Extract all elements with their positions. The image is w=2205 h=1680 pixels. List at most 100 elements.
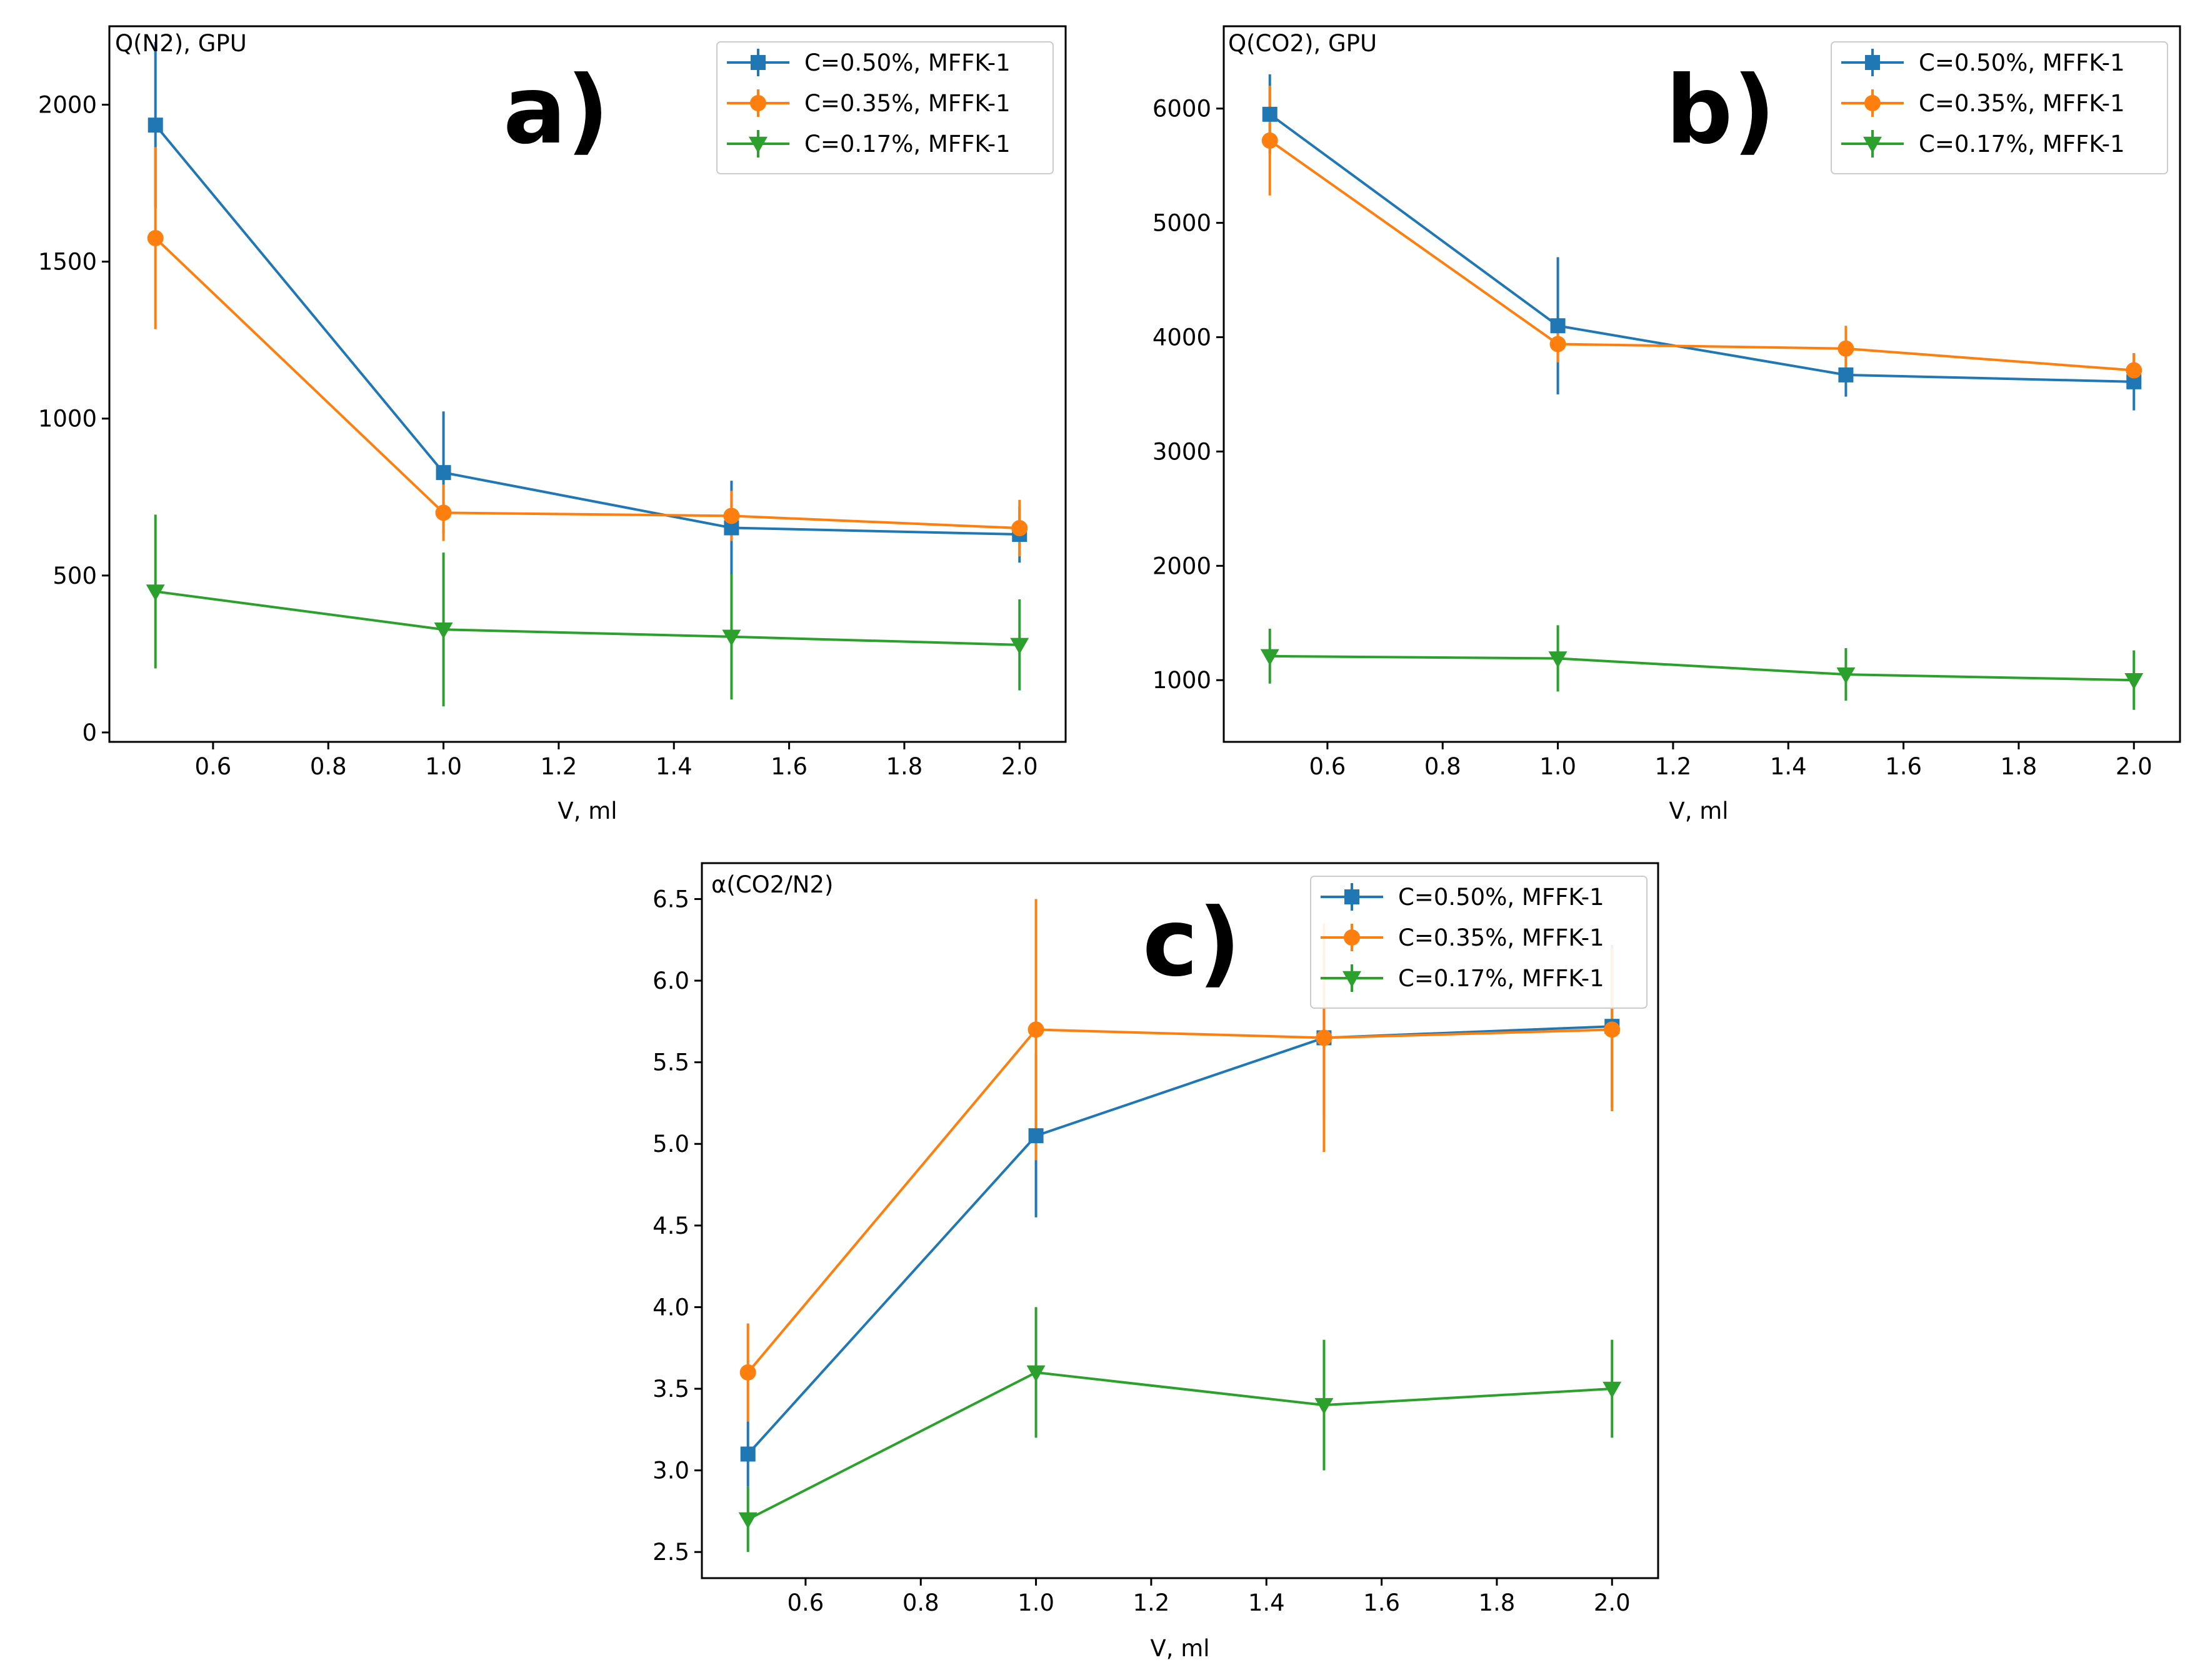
panel-b-series-3-point-1 xyxy=(1548,651,1568,668)
panel-b-series-2-point-0 xyxy=(1261,132,1278,149)
panel-b-series-3-point-2 xyxy=(1836,667,1856,684)
panel-a-xlabel: V, ml xyxy=(558,798,617,824)
panel-b: 0.6 0.8 1.0 1.2 1.4 1.6 1.8 2.0 1000 2000 3000 400… xyxy=(1152,25,2181,824)
panel-b-xtick-label-4: 1.4 xyxy=(1770,753,1807,780)
panel-a-xtick-label-7: 2.0 xyxy=(1001,753,1038,780)
panel-b-series-3-line xyxy=(1269,654,2134,682)
panel-c-xtick-label-4: 1.4 xyxy=(1248,1589,1285,1616)
panel-b-legend-marker-3 xyxy=(1863,136,1882,153)
panel-a-ylabel: Q(N2), GPU xyxy=(115,30,247,57)
panel-b-series-2-point-3 xyxy=(2126,362,2142,379)
panel-c-series-3-point-1 xyxy=(1026,1365,1046,1382)
panel-c-series-1-line xyxy=(747,1025,1612,1455)
panel-c-series-1-point-0 xyxy=(740,1446,756,1462)
panel-a: 0.6 0.8 1.0 1.2 1.4 1.6 1.8 2.0 0 500 1000 1500 200… xyxy=(38,25,1067,824)
panel-a-legend-entries xyxy=(727,49,789,158)
panel-c-series-3-point-2 xyxy=(1314,1398,1334,1415)
panel-a-ytick-label-0: 0 xyxy=(82,719,97,746)
panel-c-xtick-label-1: 0.8 xyxy=(902,1589,939,1616)
panel-c-ytick-label-4: 4.5 xyxy=(652,1212,689,1239)
panel-b-frame xyxy=(1222,25,2181,743)
panel-a-series-3-point-2 xyxy=(722,629,741,646)
panel-a-series-2-point-1 xyxy=(435,504,452,521)
panel-c-ytick-label-8: 6.5 xyxy=(652,886,689,912)
panel-b-xlabel: V, ml xyxy=(1669,798,1728,824)
panel-b-legend-marker-1 xyxy=(1865,55,1880,70)
panel-b-series-3-point-3 xyxy=(2124,672,2144,690)
panel-c-ytick-label-3: 4.0 xyxy=(652,1294,689,1321)
panel-b-ytick-label-0: 1000 xyxy=(1152,667,1211,694)
panel-b-xtick-label-2: 1.0 xyxy=(1539,753,1576,780)
panel-a-legend-label-3: C=0.17%, MFFK-1 xyxy=(804,131,1011,158)
panel-c-ytick-label-5: 5.0 xyxy=(652,1131,689,1158)
panel-c-series-2-point-1 xyxy=(1028,1021,1044,1038)
panel-a-legend-box xyxy=(716,41,1054,174)
panel-b-legend-label-1: C=0.50%, MFFK-1 xyxy=(1919,49,2125,76)
panel-c-legend-label-2: C=0.35%, MFFK-1 xyxy=(1398,924,1604,951)
panel-b-ytick-label-4: 5000 xyxy=(1152,210,1211,237)
panel-a-series-2-line xyxy=(154,237,1020,530)
panel-b-ylabel: Q(CO2), GPU xyxy=(1228,30,1377,57)
panel-a-x-ticks: 0.6 0.8 1.0 1.2 1.4 1.6 1.8 2.0 xyxy=(194,742,1038,780)
panel-c-xtick-label-2: 1.0 xyxy=(1018,1589,1054,1616)
panel-a-xtick-label-2: 1.0 xyxy=(425,753,462,780)
panel-c-ytick-label-0: 2.5 xyxy=(652,1539,689,1566)
panel-b-xtick-label-3: 1.2 xyxy=(1654,753,1691,780)
panel-c-marks xyxy=(738,899,1622,1552)
panel-c-xtick-label-0: 0.6 xyxy=(787,1589,824,1616)
panel-a-series-3-line xyxy=(155,590,1020,646)
panel-a-ytick-label-4: 2000 xyxy=(38,92,97,119)
panel-c-legend: C=0.50%, MFFK-1 C=0.35%, MFFK-1 C=0.17%,… xyxy=(1310,876,1648,1009)
panel-a-ytick-label-2: 1000 xyxy=(38,406,97,432)
panel-b-x-ticks: 0.6 0.8 1.0 1.2 1.4 1.6 1.8 2.0 xyxy=(1309,742,2152,780)
panel-c-series-3-point-3 xyxy=(1602,1381,1622,1399)
panel-b-series-2-line xyxy=(1269,139,2134,372)
panel-b-ytick-label-2: 3000 xyxy=(1152,438,1211,465)
panel-a-xtick-label-5: 1.6 xyxy=(771,753,808,780)
panel-c-xtick-label-3: 1.2 xyxy=(1132,1589,1169,1616)
panel-b-legend-box xyxy=(1831,41,2168,174)
panel-c-series-2-point-3 xyxy=(1604,1021,1621,1038)
panel-b-series-2-point-2 xyxy=(1838,340,1854,357)
panel-c-legend-box xyxy=(1310,876,1648,1009)
panel-a-y-ticks: 0 500 1000 1500 2000 xyxy=(38,92,109,746)
panel-a-series-1-point-1 xyxy=(436,465,451,481)
panel-b-marks xyxy=(1260,74,2144,710)
panel-c-xtick-label-6: 1.8 xyxy=(1479,1589,1516,1616)
panel-b-xtick-label-0: 0.6 xyxy=(1309,753,1346,780)
panel-c-xtick-label-5: 1.6 xyxy=(1363,1589,1400,1616)
panel-c-series-3-point-0 xyxy=(738,1512,758,1529)
panel-b-series-1-line xyxy=(1269,113,2134,383)
panel-c: 0.6 0.8 1.0 1.2 1.4 1.6 1.8 2.0 2.5 3.0 3.5 4.0 4.5… xyxy=(652,862,1659,1662)
panel-a-legend-label-2: C=0.35%, MFFK-1 xyxy=(804,90,1011,117)
panel-c-y-ticks: 2.5 3.0 3.5 4.0 4.5 5.0 5.5 6.0 6.5 xyxy=(652,886,702,1566)
panel-b-ytick-label-3: 4000 xyxy=(1152,324,1211,351)
panel-b-series-1-point-1 xyxy=(1550,318,1566,334)
panel-c-frame xyxy=(701,862,1659,1579)
panel-c-series-2-point-0 xyxy=(739,1364,756,1381)
panel-c-xtick-label-7: 2.0 xyxy=(1594,1589,1631,1616)
panel-a-legend-marker-1 xyxy=(751,55,766,70)
panel-a-ytick-label-3: 1500 xyxy=(38,249,97,276)
panel-a-legend-marker-2 xyxy=(750,95,766,111)
panel-b-ytick-label-1: 2000 xyxy=(1152,552,1211,579)
panel-c-legend-marker-3 xyxy=(1342,971,1361,988)
panel-c-ytick-label-1: 3.0 xyxy=(652,1458,689,1484)
panel-a-xtick-label-1: 0.8 xyxy=(310,753,347,780)
panel-a-xtick-label-4: 1.4 xyxy=(656,753,692,780)
panel-a-xtick-label-0: 0.6 xyxy=(194,753,231,780)
panel-c-label: c) xyxy=(1142,889,1241,998)
panel-a-series-2-point-0 xyxy=(147,229,164,246)
panel-c-ylabel: α(CO2/N2) xyxy=(711,871,833,898)
panel-c-legend-marker-2 xyxy=(1344,929,1360,946)
panel-a-ytick-label-1: 500 xyxy=(52,562,97,589)
panel-a-series-1-point-0 xyxy=(148,118,163,133)
panel-c-series-3-line xyxy=(747,1371,1612,1521)
panel-c-ytick-label-6: 5.5 xyxy=(652,1049,689,1076)
panel-a-series-3-point-0 xyxy=(146,584,165,601)
panel-c-legend-marker-1 xyxy=(1344,889,1359,904)
panel-a-series-1-line xyxy=(154,124,1020,536)
panel-a-series-3-point-1 xyxy=(434,622,453,639)
